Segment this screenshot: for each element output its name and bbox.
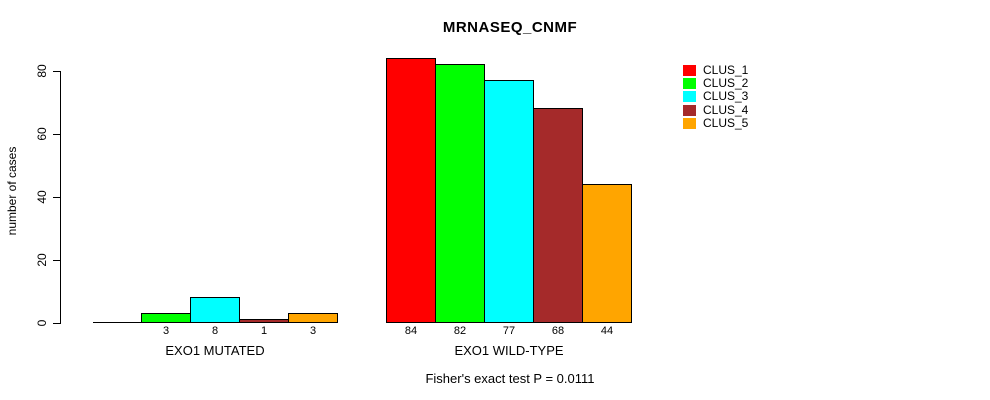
legend-swatch-icon xyxy=(683,117,696,129)
legend-item-clus_5: CLUS_5 xyxy=(683,115,749,130)
legend-item-clus_2: CLUS_2 xyxy=(683,77,748,90)
y-axis-tick xyxy=(53,70,61,72)
y-axis-tick-label: 20 xyxy=(35,252,49,267)
x-group-label-wildtype: EXO1 WILD-TYPE xyxy=(454,343,564,358)
y-axis-tick xyxy=(53,196,61,198)
bar-value-label: 44 xyxy=(600,325,614,337)
bar-clus_1-wildtype xyxy=(386,57,436,324)
legend-item-clus_4: CLUS_4 xyxy=(683,102,749,117)
legend-swatch-icon xyxy=(683,91,696,103)
y-axis-tick xyxy=(53,133,61,135)
bar-value-label: 3 xyxy=(162,325,170,337)
y-axis-tick xyxy=(53,259,61,261)
legend-swatch-icon xyxy=(683,104,696,116)
y-axis-tick-label: 60 xyxy=(35,126,49,141)
legend-label: CLUS_3 xyxy=(703,89,749,104)
y-axis-tick-label: 80 xyxy=(35,63,49,78)
x-group-label-mutated: EXO1 MUTATED xyxy=(165,343,265,358)
legend-label: CLUS_2 xyxy=(703,76,749,91)
bar-clus_3-wildtype xyxy=(484,79,534,324)
legend: CLUS_1 CLUS_2 CLUS_3 CLUS_4 CLUS_5 xyxy=(683,64,748,130)
bar-clus_4-wildtype xyxy=(533,108,583,324)
chart-title: MRNASEQ_CNMF xyxy=(442,19,578,36)
bar-value-label: 82 xyxy=(453,325,467,337)
bar-clus_2-mutated xyxy=(141,313,191,324)
fisher-test-footnote: Fisher's exact test P = 0.0111 xyxy=(425,371,595,386)
legend-label: CLUS_5 xyxy=(703,115,749,130)
legend-item-clus_3: CLUS_3 xyxy=(683,90,748,103)
bar-value-label: 84 xyxy=(404,325,418,337)
bar-value-label: 3 xyxy=(309,325,317,337)
legend-label: CLUS_4 xyxy=(703,102,749,117)
bar-clus_3-mutated xyxy=(190,297,240,324)
y-axis-title: number of cases xyxy=(5,146,19,236)
bar-value-label: 77 xyxy=(502,325,516,337)
legend-swatch-icon xyxy=(683,65,696,77)
legend-swatch-icon xyxy=(683,78,696,90)
bar-clus_5-mutated xyxy=(288,313,338,324)
y-axis-tick xyxy=(53,322,61,324)
bar-clus_1-mutated xyxy=(92,321,142,323)
legend-item-clus_1: CLUS_1 xyxy=(683,64,748,77)
bar-clus_4-mutated xyxy=(239,319,289,324)
y-axis-tick-label: 0 xyxy=(35,319,49,326)
legend-label: CLUS_1 xyxy=(703,63,749,78)
bar-value-label: 8 xyxy=(211,325,219,337)
bar-value-label: 1 xyxy=(260,325,268,337)
bar-clus_2-wildtype xyxy=(435,64,485,324)
bar-value-label: 68 xyxy=(551,325,565,337)
y-axis-tick-label: 40 xyxy=(35,189,49,204)
bar-clus_5-wildtype xyxy=(582,183,632,324)
